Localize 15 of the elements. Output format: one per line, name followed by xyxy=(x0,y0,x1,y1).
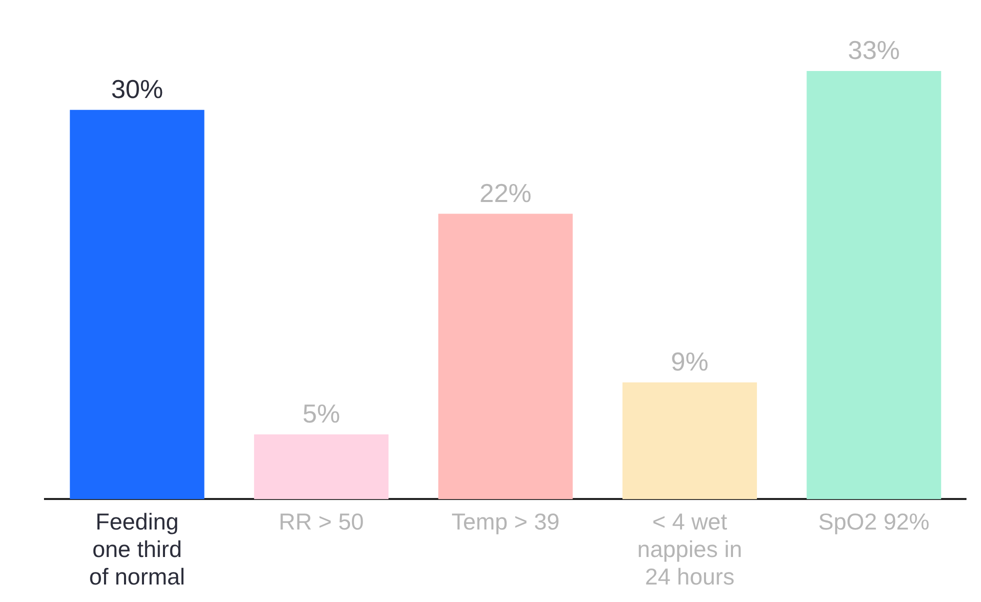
x-tick-label: RR > 50 xyxy=(278,508,364,534)
bar xyxy=(70,110,204,500)
bar xyxy=(438,214,573,500)
bar xyxy=(806,70,942,500)
bar xyxy=(622,382,757,500)
data-label: 33% xyxy=(848,35,900,66)
data-label: 9% xyxy=(670,346,708,377)
x-tick-label: SpO2 92% xyxy=(818,508,930,534)
data-label: 22% xyxy=(479,178,532,208)
bar xyxy=(254,434,389,500)
x-tick-label: < 4 wet nappies in 24 hours xyxy=(637,508,742,590)
x-tick-label: Feeding one third of normal xyxy=(89,508,186,590)
x-tick-label: Temp > 39 xyxy=(451,508,560,534)
data-label: 5% xyxy=(302,398,340,428)
data-label: 30% xyxy=(111,74,164,104)
